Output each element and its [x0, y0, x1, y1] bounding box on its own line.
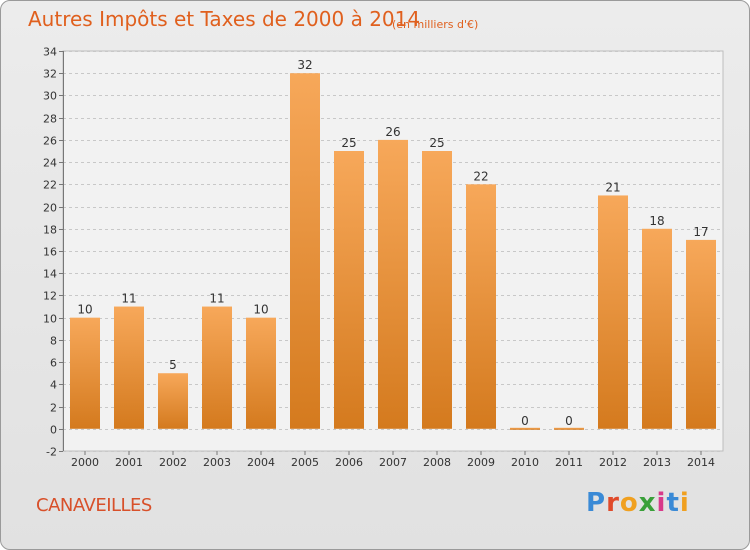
chart-title: Autres Impôts et Taxes de 2000 à 2014	[28, 7, 421, 31]
y-tick-label: 32	[43, 68, 57, 81]
bar-value-label: 26	[385, 125, 400, 139]
bar	[422, 151, 452, 429]
bar	[466, 184, 496, 429]
bar	[334, 151, 364, 429]
logo-letter: r	[606, 488, 620, 518]
logo-letter: i	[656, 488, 667, 518]
x-tick-label: 2006	[335, 456, 363, 469]
logo-letter: x	[638, 488, 657, 518]
y-tick-label: 6	[50, 357, 57, 370]
bar-value-label: 25	[341, 136, 356, 150]
x-tick-label: 2009	[467, 456, 495, 469]
x-tick-label: 2001	[115, 456, 143, 469]
x-tick-label: 2014	[687, 456, 715, 469]
bar-value-label: 5	[169, 358, 177, 372]
y-tick-label: 18	[43, 224, 57, 237]
logo-letter: t	[666, 488, 680, 518]
y-tick-label: 26	[43, 135, 57, 148]
bar-value-label: 25	[429, 136, 444, 150]
bar-value-label: 10	[253, 303, 268, 317]
x-tick-label: 2013	[643, 456, 671, 469]
bar	[554, 427, 584, 430]
y-tick-label: 16	[43, 246, 57, 259]
y-tick-label: 0	[50, 424, 57, 437]
bar	[378, 139, 408, 429]
x-tick-label: 2004	[247, 456, 275, 469]
bar-value-label: 32	[297, 58, 312, 72]
y-tick-label: 10	[43, 313, 57, 326]
chart-subtitle: (en milliers d'€)	[392, 18, 479, 31]
y-tick-label: 22	[43, 179, 57, 192]
y-tick-label: 14	[43, 268, 57, 281]
x-tick-label: 2012	[599, 456, 627, 469]
bar	[686, 239, 716, 429]
x-tick-label: 2011	[555, 456, 583, 469]
x-tick-label: 2003	[203, 456, 231, 469]
bar-value-label: 22	[473, 169, 488, 183]
y-tick-label: 8	[50, 335, 57, 348]
commune-name: CANAVEILLES	[36, 495, 152, 516]
logo-letter: P	[586, 488, 607, 518]
bar	[70, 317, 100, 429]
bar	[642, 228, 672, 429]
x-tick-label: 2008	[423, 456, 451, 469]
y-tick-label: 24	[43, 157, 57, 170]
bar-value-label: 11	[121, 292, 136, 306]
proxiti-logo: Proxiti	[586, 488, 690, 518]
logo-letter: o	[619, 488, 639, 518]
bar	[290, 73, 320, 429]
y-tick-label: 20	[43, 202, 57, 215]
y-tick-label: 12	[43, 290, 57, 303]
bar	[246, 317, 276, 429]
y-tick-label: 34	[43, 46, 57, 59]
bar	[510, 427, 540, 430]
x-tick-label: 2002	[159, 456, 187, 469]
y-tick-label: 2	[50, 402, 57, 415]
bar-value-label: 18	[649, 214, 664, 228]
bar-value-label: 0	[565, 414, 573, 428]
x-tick-label: 2005	[291, 456, 319, 469]
bar-value-label: 0	[521, 414, 529, 428]
bar	[202, 306, 232, 429]
bar	[158, 373, 188, 429]
x-tick-label: 2007	[379, 456, 407, 469]
bar-value-label: 11	[209, 292, 224, 306]
y-tick-label: -2	[46, 446, 57, 459]
x-tick-label: 2000	[71, 456, 99, 469]
x-tick-label: 2010	[511, 456, 539, 469]
y-tick-label: 30	[43, 90, 57, 103]
bar-value-label: 17	[693, 225, 708, 239]
bar-value-label: 10	[77, 303, 92, 317]
y-tick-label: 4	[50, 379, 57, 392]
logo-letter: i	[679, 488, 690, 518]
bar	[114, 306, 144, 429]
y-tick-label: 28	[43, 113, 57, 126]
bar-value-label: 21	[605, 180, 620, 194]
bar	[598, 195, 628, 429]
